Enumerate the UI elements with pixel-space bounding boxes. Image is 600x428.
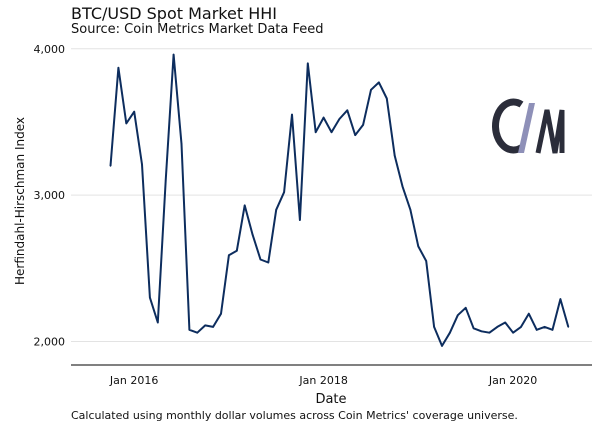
y-tick-label: 2,000: [34, 336, 66, 349]
data-point: [449, 331, 451, 334]
data-point: [322, 116, 325, 119]
logo-slash: [518, 103, 535, 153]
data-point: [125, 122, 128, 125]
data-point: [149, 296, 151, 299]
data-point: [504, 321, 507, 324]
data-point: [109, 165, 112, 167]
logo-m-shape: [535, 109, 565, 154]
data-point: [393, 154, 396, 157]
data-point: [307, 62, 309, 65]
data-point: [425, 260, 428, 262]
data-point: [259, 258, 262, 261]
data-point: [496, 326, 499, 328]
data-point: [480, 330, 483, 333]
data-point: [488, 331, 491, 334]
x-tick-label: Jan 2018: [298, 374, 347, 387]
y-tick-labels: 2,000 3,000 4,000: [34, 43, 66, 349]
data-point: [535, 329, 538, 331]
data-point: [567, 326, 570, 328]
x-tick-labels: Jan 2016 Jan 2018 Jan 2020: [109, 374, 537, 387]
data-point: [346, 109, 349, 112]
x-axis-label: Date: [315, 392, 346, 407]
data-point: [528, 312, 530, 315]
data-point: [362, 124, 364, 126]
data-point: [464, 307, 467, 309]
data-point: [251, 233, 254, 236]
data-point: [457, 314, 459, 317]
data-point: [551, 329, 554, 331]
data-point: [378, 81, 380, 84]
data-point: [291, 113, 293, 116]
data-point: [196, 331, 199, 334]
data-point: [180, 143, 183, 145]
data-point: [157, 321, 159, 324]
data-point: [243, 204, 246, 207]
logo-c-shape: [492, 98, 524, 154]
data-point: [141, 163, 143, 166]
data-point: [370, 89, 372, 91]
coin-metrics-logo: [492, 98, 565, 154]
data-point: [401, 185, 404, 188]
data-point: [520, 326, 522, 328]
data-point: [433, 326, 435, 328]
x-tick-label: Jan 2016: [109, 374, 158, 387]
data-point: [188, 329, 191, 331]
y-axis-label: Herfindahl-Hirschman Index: [13, 117, 27, 285]
data-point: [354, 134, 357, 136]
data-point: [543, 326, 546, 328]
gridlines: [71, 48, 592, 343]
chart-title: BTC/USD Spot Market HHI: [71, 4, 277, 23]
data-point: [512, 331, 514, 334]
data-point: [133, 110, 135, 113]
data-point: [204, 324, 206, 327]
data-point: [236, 250, 238, 252]
y-tick-label: 3,000: [34, 189, 66, 202]
data-point: [409, 209, 412, 211]
data-point: [386, 97, 388, 100]
data-points: [109, 53, 570, 347]
data-point: [559, 298, 562, 300]
data-point: [228, 254, 230, 256]
data-point: [283, 191, 285, 193]
data-point: [314, 131, 317, 133]
data-point: [338, 118, 341, 120]
chart-footnote: Calculated using monthly dollar volumes …: [71, 409, 518, 422]
data-point: [472, 327, 475, 330]
x-tick-label: Jan 2020: [488, 374, 537, 387]
data-point: [267, 261, 270, 264]
data-point: [164, 179, 167, 182]
y-tick-label: 4,000: [34, 43, 66, 56]
data-point: [172, 53, 175, 56]
data-point: [299, 219, 301, 221]
series-line: [109, 53, 570, 347]
data-point: [212, 326, 214, 328]
data-point: [441, 345, 443, 347]
data-point: [275, 209, 278, 211]
data-point: [330, 131, 333, 133]
data-point: [117, 67, 120, 69]
data-point: [417, 245, 420, 248]
chart-subtitle: Source: Coin Metrics Market Data Feed: [71, 22, 324, 37]
data-point: [220, 312, 222, 315]
